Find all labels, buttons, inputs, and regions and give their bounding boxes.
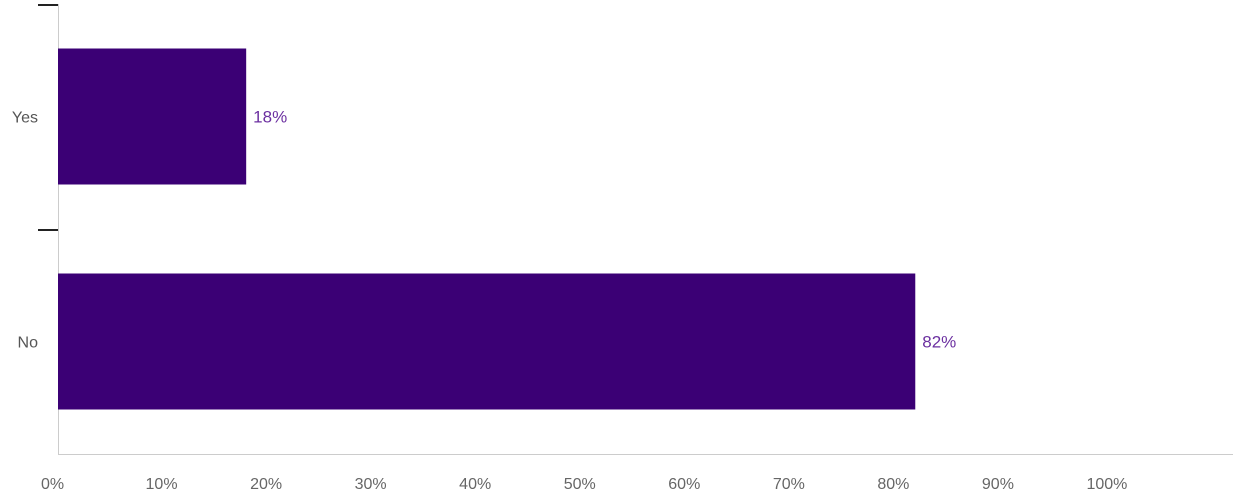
category-labels-group: Yes No: [12, 110, 38, 352]
x-tick-label: 70%: [773, 476, 805, 493]
x-tick-label: 100%: [1086, 476, 1127, 493]
x-tick-label: 20%: [250, 476, 282, 493]
bars-group: [58, 48, 916, 410]
category-label-yes: Yes: [12, 110, 38, 127]
data-labels-group: 18% 82%: [253, 108, 956, 352]
data-label-yes: 18%: [253, 108, 287, 127]
bar-no: [58, 273, 916, 410]
x-tick-label: 0%: [41, 476, 64, 493]
plot-area: 18% 82% Yes No 0% 10% 20% 30% 40% 50% 60% 70% 80% 9…: [12, 4, 1233, 493]
x-tick-label: 90%: [982, 476, 1014, 493]
x-tick-label: 10%: [146, 476, 178, 493]
category-label-no: No: [18, 335, 39, 352]
x-tick-labels-group: 0% 10% 20% 30% 40% 50% 60% 70% 80% 90% 100%: [41, 476, 1127, 493]
x-tick-label: 40%: [459, 476, 491, 493]
x-tick-label: 50%: [564, 476, 596, 493]
x-tick-label: 30%: [355, 476, 387, 493]
x-tick-label: 80%: [877, 476, 909, 493]
bar-yes: [58, 48, 247, 185]
x-tick-label: 60%: [668, 476, 700, 493]
category-ticks-group: [38, 4, 58, 231]
data-label-no: 82%: [922, 333, 956, 352]
